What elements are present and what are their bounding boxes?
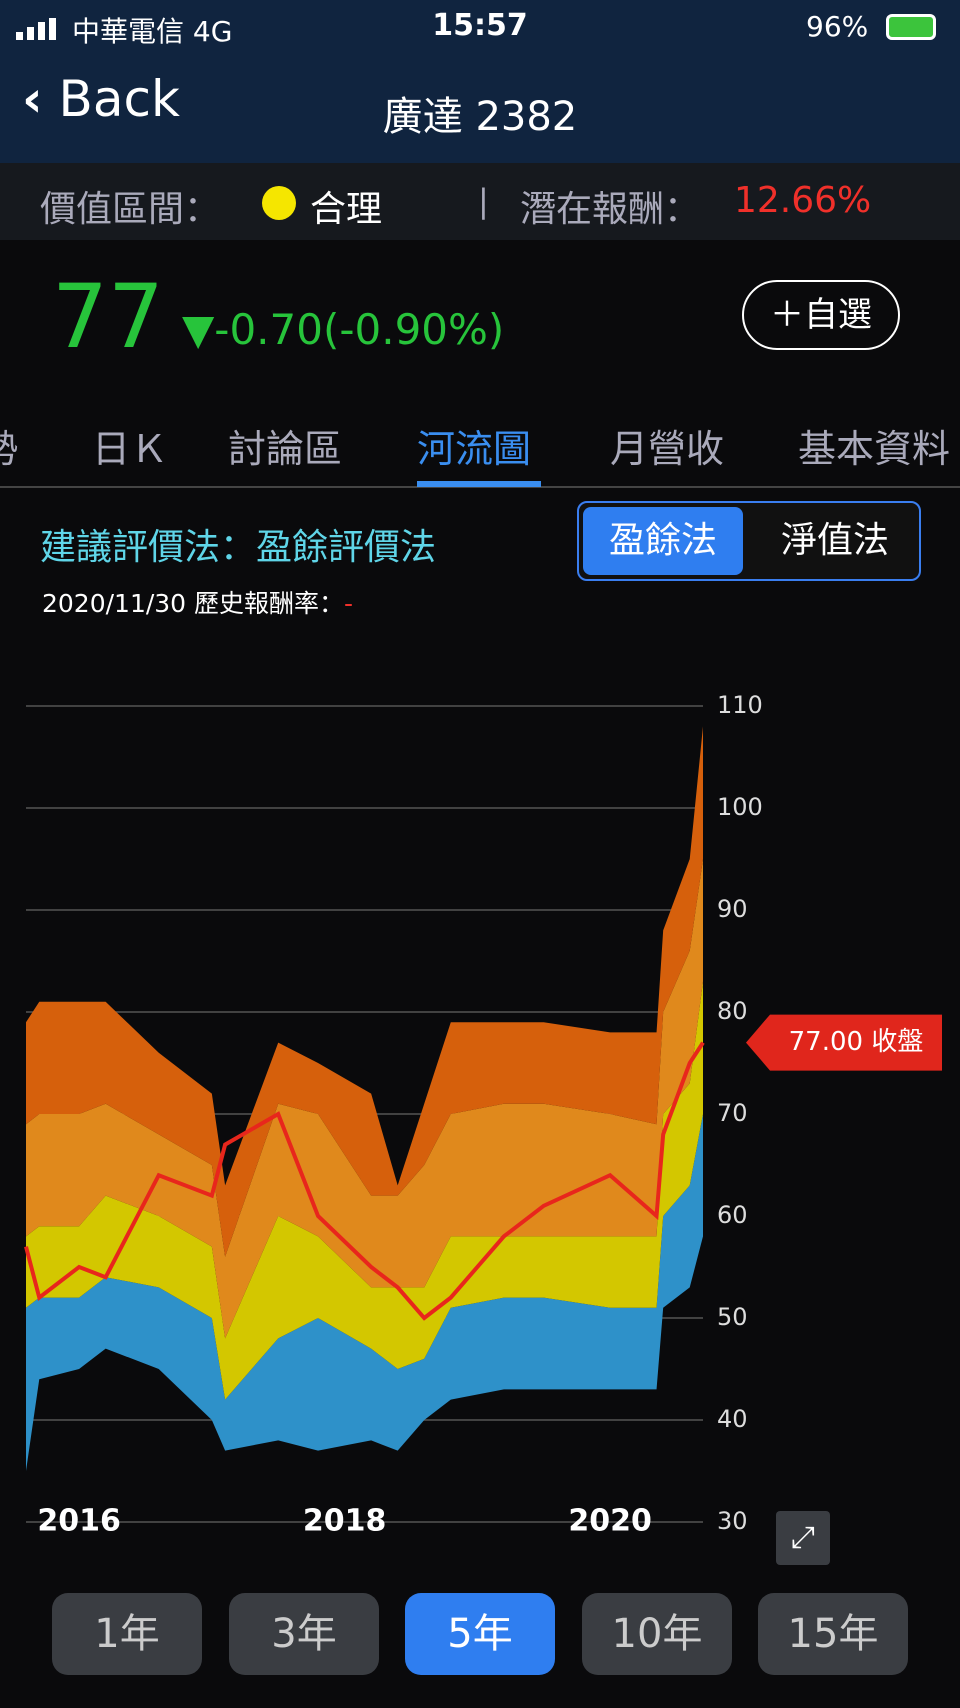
zone: 合理 (310, 189, 383, 230)
valuation-label: 價值區間： (40, 189, 221, 230)
range-button[interactable]: 15年 (758, 1593, 908, 1675)
y-tick-label: 50 (717, 1303, 748, 1331)
method-option[interactable]: 淨值法 (780, 520, 889, 561)
y-tick-label: 60 (717, 1201, 748, 1229)
range-button[interactable]: 10年 (582, 1593, 732, 1675)
method-option[interactable]: 盈餘法 (583, 507, 743, 575)
watch-button[interactable]: ＋自選 (742, 280, 900, 350)
range-button[interactable]: 1年 (52, 1593, 202, 1675)
tab[interactable]: 河流圖 (417, 427, 532, 471)
y-tick-label: 70 (717, 1099, 748, 1127)
close-label: 77.00 收盤 (789, 1027, 924, 1057)
river-band (26, 981, 703, 1400)
tab-underline (417, 481, 541, 487)
return-label: 潛在報酬： (520, 189, 701, 230)
battery-text: 96% (806, 10, 869, 43)
valuation-bar (0, 163, 960, 240)
zone-dot (262, 186, 296, 220)
river-band (26, 859, 703, 1339)
carrier: 中華電信 4G (72, 15, 233, 48)
change: ▼-0.70(-0.90%) (182, 305, 505, 354)
tab[interactable]: 基本資料 (798, 427, 951, 471)
back-button[interactable]: ‹ Back (22, 70, 180, 128)
x-tick-label: 2018 (303, 1504, 387, 1539)
expand-button[interactable]: ⤢ (776, 1511, 830, 1565)
divider: | (478, 182, 489, 220)
tab[interactable]: 日Ｋ (92, 427, 169, 471)
range-button[interactable]: 5年 (405, 1593, 555, 1675)
y-tick-label: 80 (717, 997, 748, 1025)
method-text: 建議評價法：盈餘評價法 (40, 527, 437, 568)
range-button[interactable]: 3年 (229, 1593, 379, 1675)
date-value: - (344, 589, 354, 618)
x-tick-label: 2016 (37, 1504, 121, 1539)
river-band (26, 726, 703, 1257)
y-tick-label: 40 (717, 1405, 748, 1433)
y-tick-label: 30 (717, 1507, 748, 1535)
y-tick-label: 90 (717, 895, 748, 923)
tab[interactable]: 勢 (0, 418, 18, 473)
battery-icon (886, 14, 936, 40)
back-label: Back (58, 70, 180, 128)
y-tick-label: 110 (717, 691, 763, 719)
y-tick-label: 100 (717, 793, 763, 821)
date-text: 2020/11/30 歷史報酬率： (42, 589, 345, 618)
date-line: 2020/11/30 歷史報酬率：- (42, 584, 353, 620)
time: 15:57 (432, 8, 528, 43)
close-marker (746, 1014, 942, 1071)
x-tick-label: 2020 (568, 1504, 652, 1539)
header (0, 0, 960, 163)
tab[interactable]: 討論區 (228, 427, 343, 471)
price-line (24, 1041, 705, 1321)
tab-separator (0, 486, 960, 488)
signal (16, 18, 64, 40)
river-band (26, 1114, 703, 1471)
tab[interactable]: 月營收 (610, 427, 725, 471)
price: 77 (52, 265, 164, 368)
nav-title: 廣達 2382 (382, 94, 578, 140)
return-value: 12.66% (734, 180, 872, 221)
